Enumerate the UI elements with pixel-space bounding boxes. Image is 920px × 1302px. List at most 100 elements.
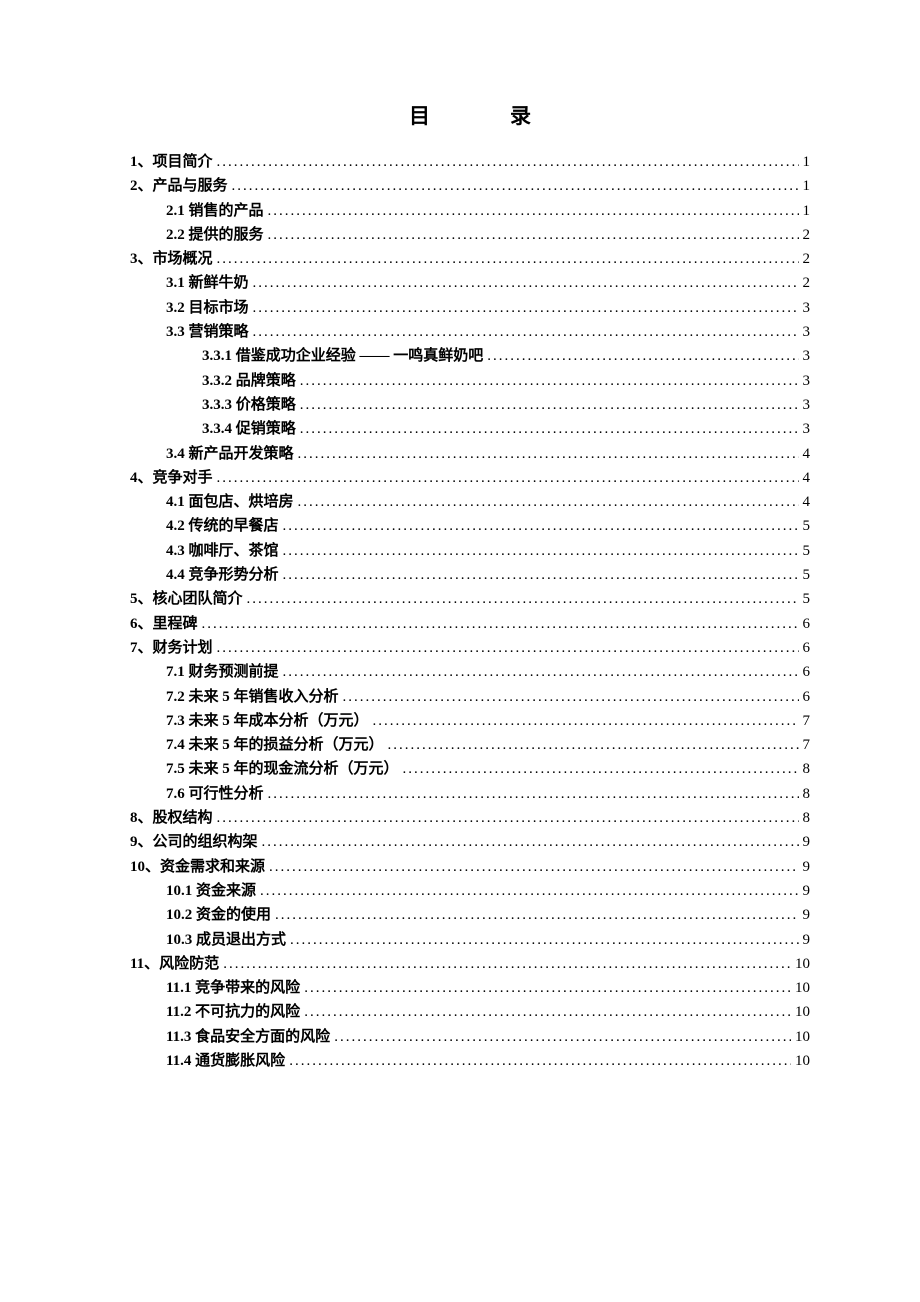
toc-entry-page: 10 — [795, 1025, 810, 1049]
toc-entry: 3.3.2 品牌策略3 — [130, 369, 810, 393]
toc-entry: 11、风险防范10 — [130, 952, 810, 976]
toc-entry: 3、市场概况2 — [130, 247, 810, 271]
toc-entry-page: 2 — [803, 247, 811, 271]
toc-entry-label: 10.3 成员退出方式 — [166, 928, 286, 952]
toc-entry-label: 3.3.3 价格策略 — [202, 393, 296, 417]
toc-leader-dots — [298, 490, 799, 514]
toc-entry-label: 7.1 财务预测前提 — [166, 660, 279, 684]
toc-entry: 11.2 不可抗力的风险 10 — [130, 1000, 810, 1024]
toc-entry: 3.3 营销策略3 — [130, 320, 810, 344]
toc-leader-dots — [300, 393, 799, 417]
toc-entry-page: 6 — [803, 685, 811, 709]
toc-entry: 5、核心团队简介 5 — [130, 587, 810, 611]
toc-leader-dots — [217, 806, 799, 830]
toc-entry-label: 2、产品与服务 — [130, 174, 228, 198]
toc-entry-page: 9 — [803, 928, 811, 952]
toc-entry: 10.2 资金的使用9 — [130, 903, 810, 927]
toc-entry: 10.1 资金来源9 — [130, 879, 810, 903]
toc-container: 1、项目简介12、产品与服务12.1 销售的产品12.2 提供的服务23、市场概… — [130, 150, 810, 1073]
toc-entry: 2、产品与服务 1 — [130, 174, 810, 198]
toc-leader-dots — [202, 612, 799, 636]
toc-leader-dots — [247, 587, 799, 611]
toc-entry-page: 6 — [803, 660, 811, 684]
toc-leader-dots — [275, 903, 798, 927]
toc-leader-dots — [269, 855, 798, 879]
toc-entry-page: 4 — [803, 442, 811, 466]
toc-entry-label: 11.2 不可抗力的风险 — [166, 1000, 300, 1024]
toc-leader-dots — [232, 174, 799, 198]
toc-entry-label: 7.3 未来 5 年成本分析（万元） — [166, 709, 369, 733]
toc-entry-page: 4 — [803, 466, 811, 490]
toc-entry-page: 3 — [803, 296, 811, 320]
toc-entry-page: 9 — [803, 855, 811, 879]
toc-entry-label: 11.1 竞争带来的风险 — [166, 976, 300, 1000]
toc-leader-dots — [373, 709, 799, 733]
toc-entry: 10、资金需求和来源9 — [130, 855, 810, 879]
toc-leader-dots — [268, 782, 799, 806]
toc-entry: 4.4 竞争形势分析5 — [130, 563, 810, 587]
toc-entry-page: 6 — [803, 612, 811, 636]
toc-entry-label: 10.1 资金来源 — [166, 879, 256, 903]
toc-entry-label: 11、风险防范 — [130, 952, 219, 976]
toc-entry-label: 4.2 传统的早餐店 — [166, 514, 279, 538]
toc-leader-dots — [253, 320, 799, 344]
toc-entry-label: 6、里程碑 — [130, 612, 198, 636]
toc-entry-label: 7.2 未来 5 年销售收入分析 — [166, 685, 339, 709]
toc-entry-page: 8 — [803, 782, 811, 806]
toc-leader-dots — [217, 247, 799, 271]
toc-entry-page: 3 — [803, 417, 811, 441]
toc-entry: 7.1 财务预测前提 6 — [130, 660, 810, 684]
toc-entry-label: 7.4 未来 5 年的损益分析（万元） — [166, 733, 384, 757]
toc-entry: 7.2 未来 5 年销售收入分析 6 — [130, 685, 810, 709]
toc-entry-label: 7.6 可行性分析 — [166, 782, 264, 806]
toc-entry-page: 1 — [803, 150, 811, 174]
toc-entry-label: 3.2 目标市场 — [166, 296, 249, 320]
toc-entry-page: 10 — [795, 1000, 810, 1024]
toc-leader-dots — [300, 417, 799, 441]
toc-leader-dots — [283, 514, 799, 538]
toc-entry: 3.3.4 促销策略 3 — [130, 417, 810, 441]
toc-entry-page: 8 — [803, 806, 811, 830]
toc-entry: 11.1 竞争带来的风险10 — [130, 976, 810, 1000]
toc-entry-page: 7 — [803, 709, 811, 733]
toc-entry: 11.4 通货膨胀风险10 — [130, 1049, 810, 1073]
toc-leader-dots — [217, 466, 799, 490]
toc-entry-page: 5 — [803, 514, 811, 538]
toc-entry-label: 4、竞争对手 — [130, 466, 213, 490]
toc-entry: 3.3.1 借鉴成功企业经验 —— 一鸣真鲜奶吧3 — [130, 344, 810, 368]
toc-entry: 3.1 新鲜牛奶 2 — [130, 271, 810, 295]
toc-leader-dots — [304, 1000, 791, 1024]
toc-entry: 4.1 面包店、烘培房4 — [130, 490, 810, 514]
toc-entry-label: 3.3.4 促销策略 — [202, 417, 296, 441]
toc-entry-label: 10.2 资金的使用 — [166, 903, 271, 927]
toc-entry-page: 3 — [803, 344, 811, 368]
toc-leader-dots — [217, 150, 799, 174]
toc-entry-page: 4 — [803, 490, 811, 514]
toc-entry: 4、竞争对手 4 — [130, 466, 810, 490]
toc-entry: 1、项目简介1 — [130, 150, 810, 174]
toc-entry-page: 6 — [803, 636, 811, 660]
toc-entry: 7.6 可行性分析 8 — [130, 782, 810, 806]
toc-entry-label: 5、核心团队简介 — [130, 587, 243, 611]
toc-entry-label: 2.2 提供的服务 — [166, 223, 264, 247]
toc-entry: 10.3 成员退出方式 9 — [130, 928, 810, 952]
toc-leader-dots — [268, 199, 799, 223]
toc-entry-label: 3.3 营销策略 — [166, 320, 249, 344]
toc-entry-page: 1 — [803, 174, 811, 198]
toc-entry-page: 7 — [803, 733, 811, 757]
toc-leader-dots — [334, 1025, 791, 1049]
toc-leader-dots — [217, 636, 799, 660]
toc-entry-label: 3.3.2 品牌策略 — [202, 369, 296, 393]
toc-entry-label: 9、公司的组织构架 — [130, 830, 258, 854]
toc-entry: 7.5 未来 5 年的现金流分析（万元）8 — [130, 757, 810, 781]
toc-entry-page: 2 — [803, 271, 811, 295]
toc-entry-page: 5 — [803, 587, 811, 611]
toc-entry-page: 3 — [803, 393, 811, 417]
toc-entry-label: 2.1 销售的产品 — [166, 199, 264, 223]
toc-leader-dots — [289, 1049, 791, 1073]
toc-entry: 2.2 提供的服务2 — [130, 223, 810, 247]
toc-entry: 11.3 食品安全方面的风险10 — [130, 1025, 810, 1049]
toc-entry-label: 3.1 新鲜牛奶 — [166, 271, 249, 295]
toc-entry-label: 4.3 咖啡厅、茶馆 — [166, 539, 279, 563]
toc-leader-dots — [223, 952, 791, 976]
